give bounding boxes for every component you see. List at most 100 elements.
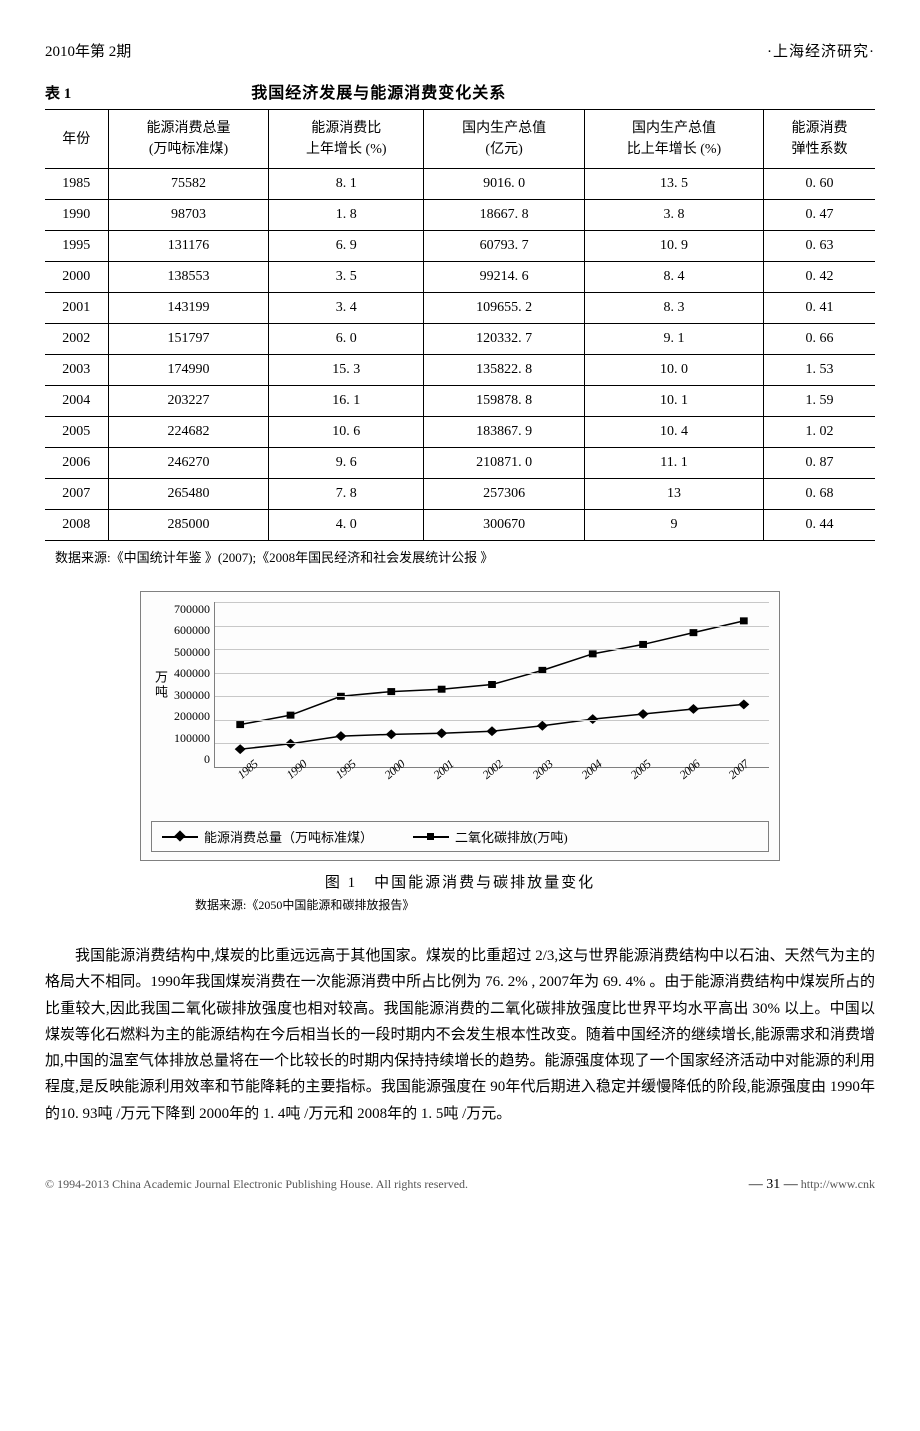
table-header-cell: 国内生产总值(亿元): [424, 110, 585, 169]
table-cell: 120332. 7: [424, 324, 585, 355]
table-cell: 13: [584, 479, 763, 510]
table-cell: 9016. 0: [424, 169, 585, 200]
table-cell: 1995: [45, 231, 108, 262]
table-cell: 159878. 8: [424, 386, 585, 417]
table1-title: 我国经济发展与能源消费变化关系: [251, 79, 506, 103]
table-cell: 10. 9: [584, 231, 763, 262]
table-cell: 300670: [424, 510, 585, 541]
square-marker-icon: [413, 836, 449, 838]
chart-plot: [214, 602, 769, 768]
y-tick: 400000: [174, 666, 210, 681]
table-cell: 0. 44: [763, 510, 875, 541]
table-cell: 99214. 6: [424, 262, 585, 293]
table-header-cell: 能源消费弹性系数: [763, 110, 875, 169]
table-cell: 8. 4: [584, 262, 763, 293]
table-cell: 9: [584, 510, 763, 541]
table-cell: 1. 59: [763, 386, 875, 417]
table-cell: 203227: [108, 386, 269, 417]
table-cell: 0. 87: [763, 448, 875, 479]
footer-url: http://www.cnk: [801, 1177, 875, 1191]
figure1-source: 数据来源:《2050中国能源和碳排放报告》: [195, 896, 780, 913]
table-cell: 0. 66: [763, 324, 875, 355]
table-cell: 2001: [45, 293, 108, 324]
table1: 年份能源消费总量(万吨标准煤)能源消费比上年增长 (%)国内生产总值(亿元)国内…: [45, 109, 875, 541]
table-cell: 265480: [108, 479, 269, 510]
table-row: 1990987031. 818667. 83. 80. 47: [45, 200, 875, 231]
table-cell: 3. 4: [269, 293, 424, 324]
table-cell: 2005: [45, 417, 108, 448]
figure1-caption: 图 1 中国能源消费与碳排放量变化: [140, 871, 780, 892]
table-row: 200420322716. 1159878. 810. 11. 59: [45, 386, 875, 417]
table-row: 20082850004. 030067090. 44: [45, 510, 875, 541]
figure1: 万吨 7000006000005000004000003000002000001…: [140, 591, 780, 913]
chart-legend: 能源消费总量（万吨标准煤） 二氧化碳排放(万吨): [151, 821, 769, 852]
table-cell: 6. 0: [269, 324, 424, 355]
table-row: 20072654807. 8257306130. 68: [45, 479, 875, 510]
table-cell: 143199: [108, 293, 269, 324]
table-cell: 210871. 0: [424, 448, 585, 479]
table-cell: 2002: [45, 324, 108, 355]
page-header: 2010年第 2期 ·上海经济研究·: [45, 40, 875, 61]
journal-name: ·上海经济研究·: [767, 40, 875, 61]
table-cell: 151797: [108, 324, 269, 355]
table-row: 1985755828. 19016. 013. 50. 60: [45, 169, 875, 200]
body-paragraph: 我国能源消费结构中,煤炭的比重远远高于其他国家。煤炭的比重超过 2/3,这与世界…: [45, 943, 875, 1127]
table-cell: 3. 5: [269, 262, 424, 293]
y-tick: 700000: [174, 602, 210, 617]
table-cell: 7. 8: [269, 479, 424, 510]
table-cell: 10. 0: [584, 355, 763, 386]
table-cell: 10. 1: [584, 386, 763, 417]
table-cell: 2006: [45, 448, 108, 479]
page-number: — 31 —: [749, 1177, 798, 1192]
issue-info: 2010年第 2期: [45, 40, 131, 61]
table-cell: 224682: [108, 417, 269, 448]
table-cell: 1. 53: [763, 355, 875, 386]
table-cell: 4. 0: [269, 510, 424, 541]
table-cell: 9. 1: [584, 324, 763, 355]
table-cell: 8. 3: [584, 293, 763, 324]
table-cell: 16. 1: [269, 386, 424, 417]
table-header-cell: 国内生产总值比上年增长 (%): [584, 110, 763, 169]
table-cell: 2003: [45, 355, 108, 386]
diamond-marker-icon: [162, 836, 198, 838]
y-tick: 100000: [174, 731, 210, 746]
table-cell: 246270: [108, 448, 269, 479]
table-cell: 131176: [108, 231, 269, 262]
table-cell: 18667. 8: [424, 200, 585, 231]
table-header-cell: 能源消费比上年增长 (%): [269, 110, 424, 169]
x-axis-ticks: 1985199019952000200120022003200420052006…: [229, 768, 769, 793]
table-row: 20001385533. 599214. 68. 40. 42: [45, 262, 875, 293]
legend-label-2: 二氧化碳排放(万吨): [455, 827, 568, 846]
table-cell: 1990: [45, 200, 108, 231]
table-row: 19951311766. 960793. 710. 90. 63: [45, 231, 875, 262]
table-cell: 11. 1: [584, 448, 763, 479]
table-cell: 0. 68: [763, 479, 875, 510]
page-footer: © 1994-2013 China Academic Journal Elect…: [45, 1177, 875, 1193]
y-tick: 500000: [174, 645, 210, 660]
table-cell: 174990: [108, 355, 269, 386]
table-cell: 9. 6: [269, 448, 424, 479]
table-cell: 1. 8: [269, 200, 424, 231]
table-cell: 2000: [45, 262, 108, 293]
table-cell: 0. 60: [763, 169, 875, 200]
table-row: 200317499015. 3135822. 810. 01. 53: [45, 355, 875, 386]
table-cell: 0. 41: [763, 293, 875, 324]
table1-caption: 表 1 我国经济发展与能源消费变化关系: [45, 79, 875, 103]
legend-item-co2: 二氧化碳排放(万吨): [413, 827, 568, 846]
table-cell: 0. 42: [763, 262, 875, 293]
y-axis-label: 万吨: [151, 670, 170, 700]
table-cell: 138553: [108, 262, 269, 293]
table-row: 200522468210. 6183867. 910. 41. 02: [45, 417, 875, 448]
legend-item-energy: 能源消费总量（万吨标准煤）: [162, 827, 373, 846]
table-cell: 6. 9: [269, 231, 424, 262]
table-row: 20011431993. 4109655. 28. 30. 41: [45, 293, 875, 324]
table-header-cell: 年份: [45, 110, 108, 169]
table-cell: 0. 47: [763, 200, 875, 231]
table-cell: 285000: [108, 510, 269, 541]
table-cell: 135822. 8: [424, 355, 585, 386]
table-cell: 60793. 7: [424, 231, 585, 262]
table-cell: 2008: [45, 510, 108, 541]
table-cell: 109655. 2: [424, 293, 585, 324]
copyright-text: © 1994-2013 China Academic Journal Elect…: [45, 1177, 468, 1192]
table-cell: 1. 02: [763, 417, 875, 448]
